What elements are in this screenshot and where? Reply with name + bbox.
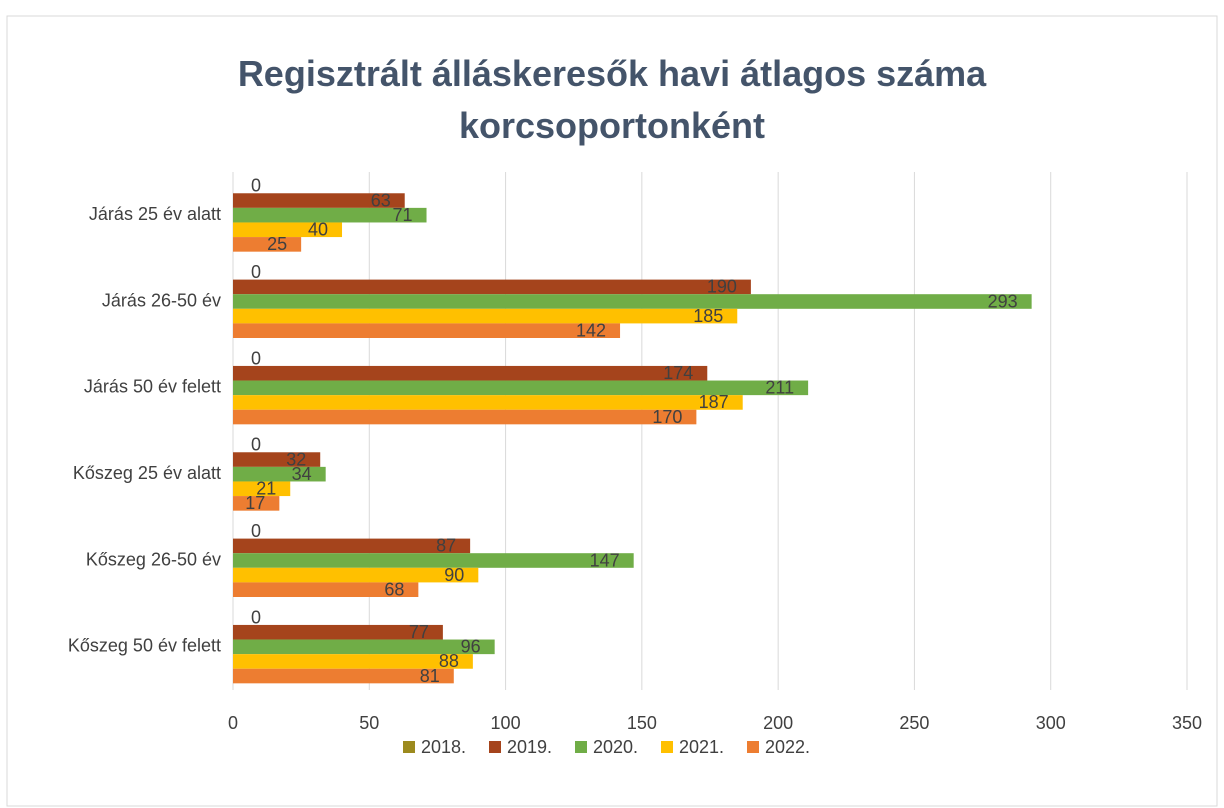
- y-tick-label: Kőszeg 26-50 év: [86, 549, 221, 569]
- bar: [233, 323, 621, 338]
- data-label: 77: [409, 622, 429, 642]
- data-label: 68: [384, 579, 404, 599]
- data-label: 63: [371, 190, 391, 210]
- x-tick-label: 300: [1036, 713, 1066, 733]
- y-tick-label: Járás 50 év felett: [84, 377, 221, 397]
- bar: [233, 582, 419, 597]
- legend-label: 2021.: [679, 737, 724, 757]
- data-label: 25: [267, 234, 287, 254]
- bar: [233, 567, 479, 583]
- bar: [233, 409, 697, 425]
- data-label: 0: [251, 176, 261, 196]
- bar: [233, 294, 1032, 309]
- data-label: 87: [436, 536, 456, 556]
- bar: [233, 466, 326, 482]
- data-label: 147: [590, 550, 620, 570]
- data-label: 0: [251, 607, 261, 627]
- legend-swatch: [489, 741, 501, 753]
- legend-swatch: [403, 741, 415, 753]
- bar: [233, 395, 743, 410]
- bar: [233, 668, 454, 684]
- data-label: 17: [245, 493, 265, 513]
- x-tick-label: 200: [763, 713, 793, 733]
- data-label: 71: [392, 205, 412, 225]
- data-label: 21: [256, 479, 276, 499]
- data-label: 34: [292, 464, 312, 484]
- y-tick-label: Járás 26-50 év: [102, 290, 221, 310]
- bar: [233, 279, 751, 295]
- x-tick-label: 100: [491, 713, 521, 733]
- data-label: 90: [444, 565, 464, 585]
- data-label: 187: [699, 392, 729, 412]
- data-label: 0: [251, 435, 261, 455]
- data-label: 96: [461, 637, 481, 657]
- chart-border: [6, 15, 1218, 807]
- bar: [233, 222, 343, 238]
- legend-label: 2022.: [765, 737, 810, 757]
- legend-label: 2020.: [593, 737, 638, 757]
- data-label: 0: [251, 521, 261, 541]
- x-tick-label: 250: [899, 713, 929, 733]
- x-tick-label: 350: [1172, 713, 1202, 733]
- data-label: 190: [707, 277, 737, 297]
- legend-swatch: [747, 741, 759, 753]
- data-label: 293: [988, 291, 1018, 311]
- data-label: 211: [765, 378, 794, 398]
- legend-label: 2019.: [507, 737, 552, 757]
- data-label: 0: [251, 348, 261, 368]
- data-label: 174: [663, 363, 693, 383]
- bar: [233, 639, 495, 655]
- bar: [233, 624, 443, 640]
- bar: [233, 380, 809, 396]
- bar: [233, 481, 291, 497]
- bar: [233, 654, 473, 669]
- x-tick-label: 150: [627, 713, 657, 733]
- x-tick-label: 50: [359, 713, 379, 733]
- data-label: 88: [439, 651, 459, 671]
- chart-title: Regisztrált álláskeresők havi átlagos sz…: [237, 53, 987, 146]
- y-tick-label: Kőszeg 25 év alatt: [73, 463, 221, 483]
- y-tick-label: Járás 25 év alatt: [89, 204, 221, 224]
- data-label: 170: [652, 407, 682, 427]
- data-label: 40: [308, 220, 328, 240]
- bar: [233, 496, 280, 511]
- data-label: 81: [420, 666, 440, 686]
- legend-swatch: [575, 741, 587, 753]
- bar: [233, 207, 427, 223]
- bar: [233, 365, 708, 381]
- data-label: 32: [286, 449, 306, 469]
- x-tick-label: 0: [228, 713, 238, 733]
- y-tick-label: Kőszeg 50 év felett: [68, 636, 221, 656]
- data-label: 142: [576, 320, 606, 340]
- bar: [233, 308, 738, 324]
- bar: [233, 237, 302, 252]
- bar: [233, 553, 634, 568]
- data-label: 185: [693, 306, 723, 326]
- bar: [233, 193, 405, 208]
- legend-swatch: [661, 741, 673, 753]
- data-label: 0: [251, 262, 261, 282]
- bar: [233, 538, 471, 554]
- legend-label: 2018.: [421, 737, 466, 757]
- bar: [233, 452, 321, 467]
